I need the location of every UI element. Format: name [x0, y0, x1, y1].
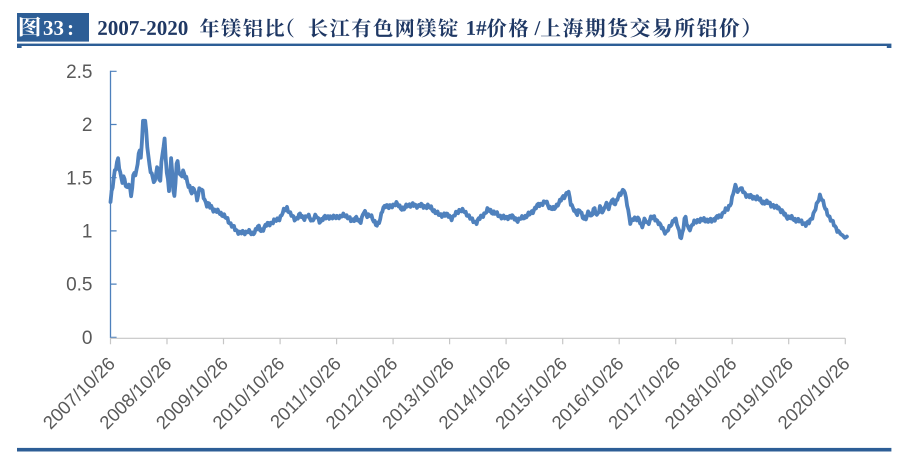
svg-text:2.5: 2.5: [66, 62, 92, 83]
svg-text:1: 1: [82, 222, 93, 243]
svg-text:1.5: 1.5: [66, 168, 92, 189]
svg-text:2: 2: [82, 115, 93, 136]
svg-text:0.5: 0.5: [66, 275, 92, 296]
svg-text:0: 0: [82, 328, 93, 349]
